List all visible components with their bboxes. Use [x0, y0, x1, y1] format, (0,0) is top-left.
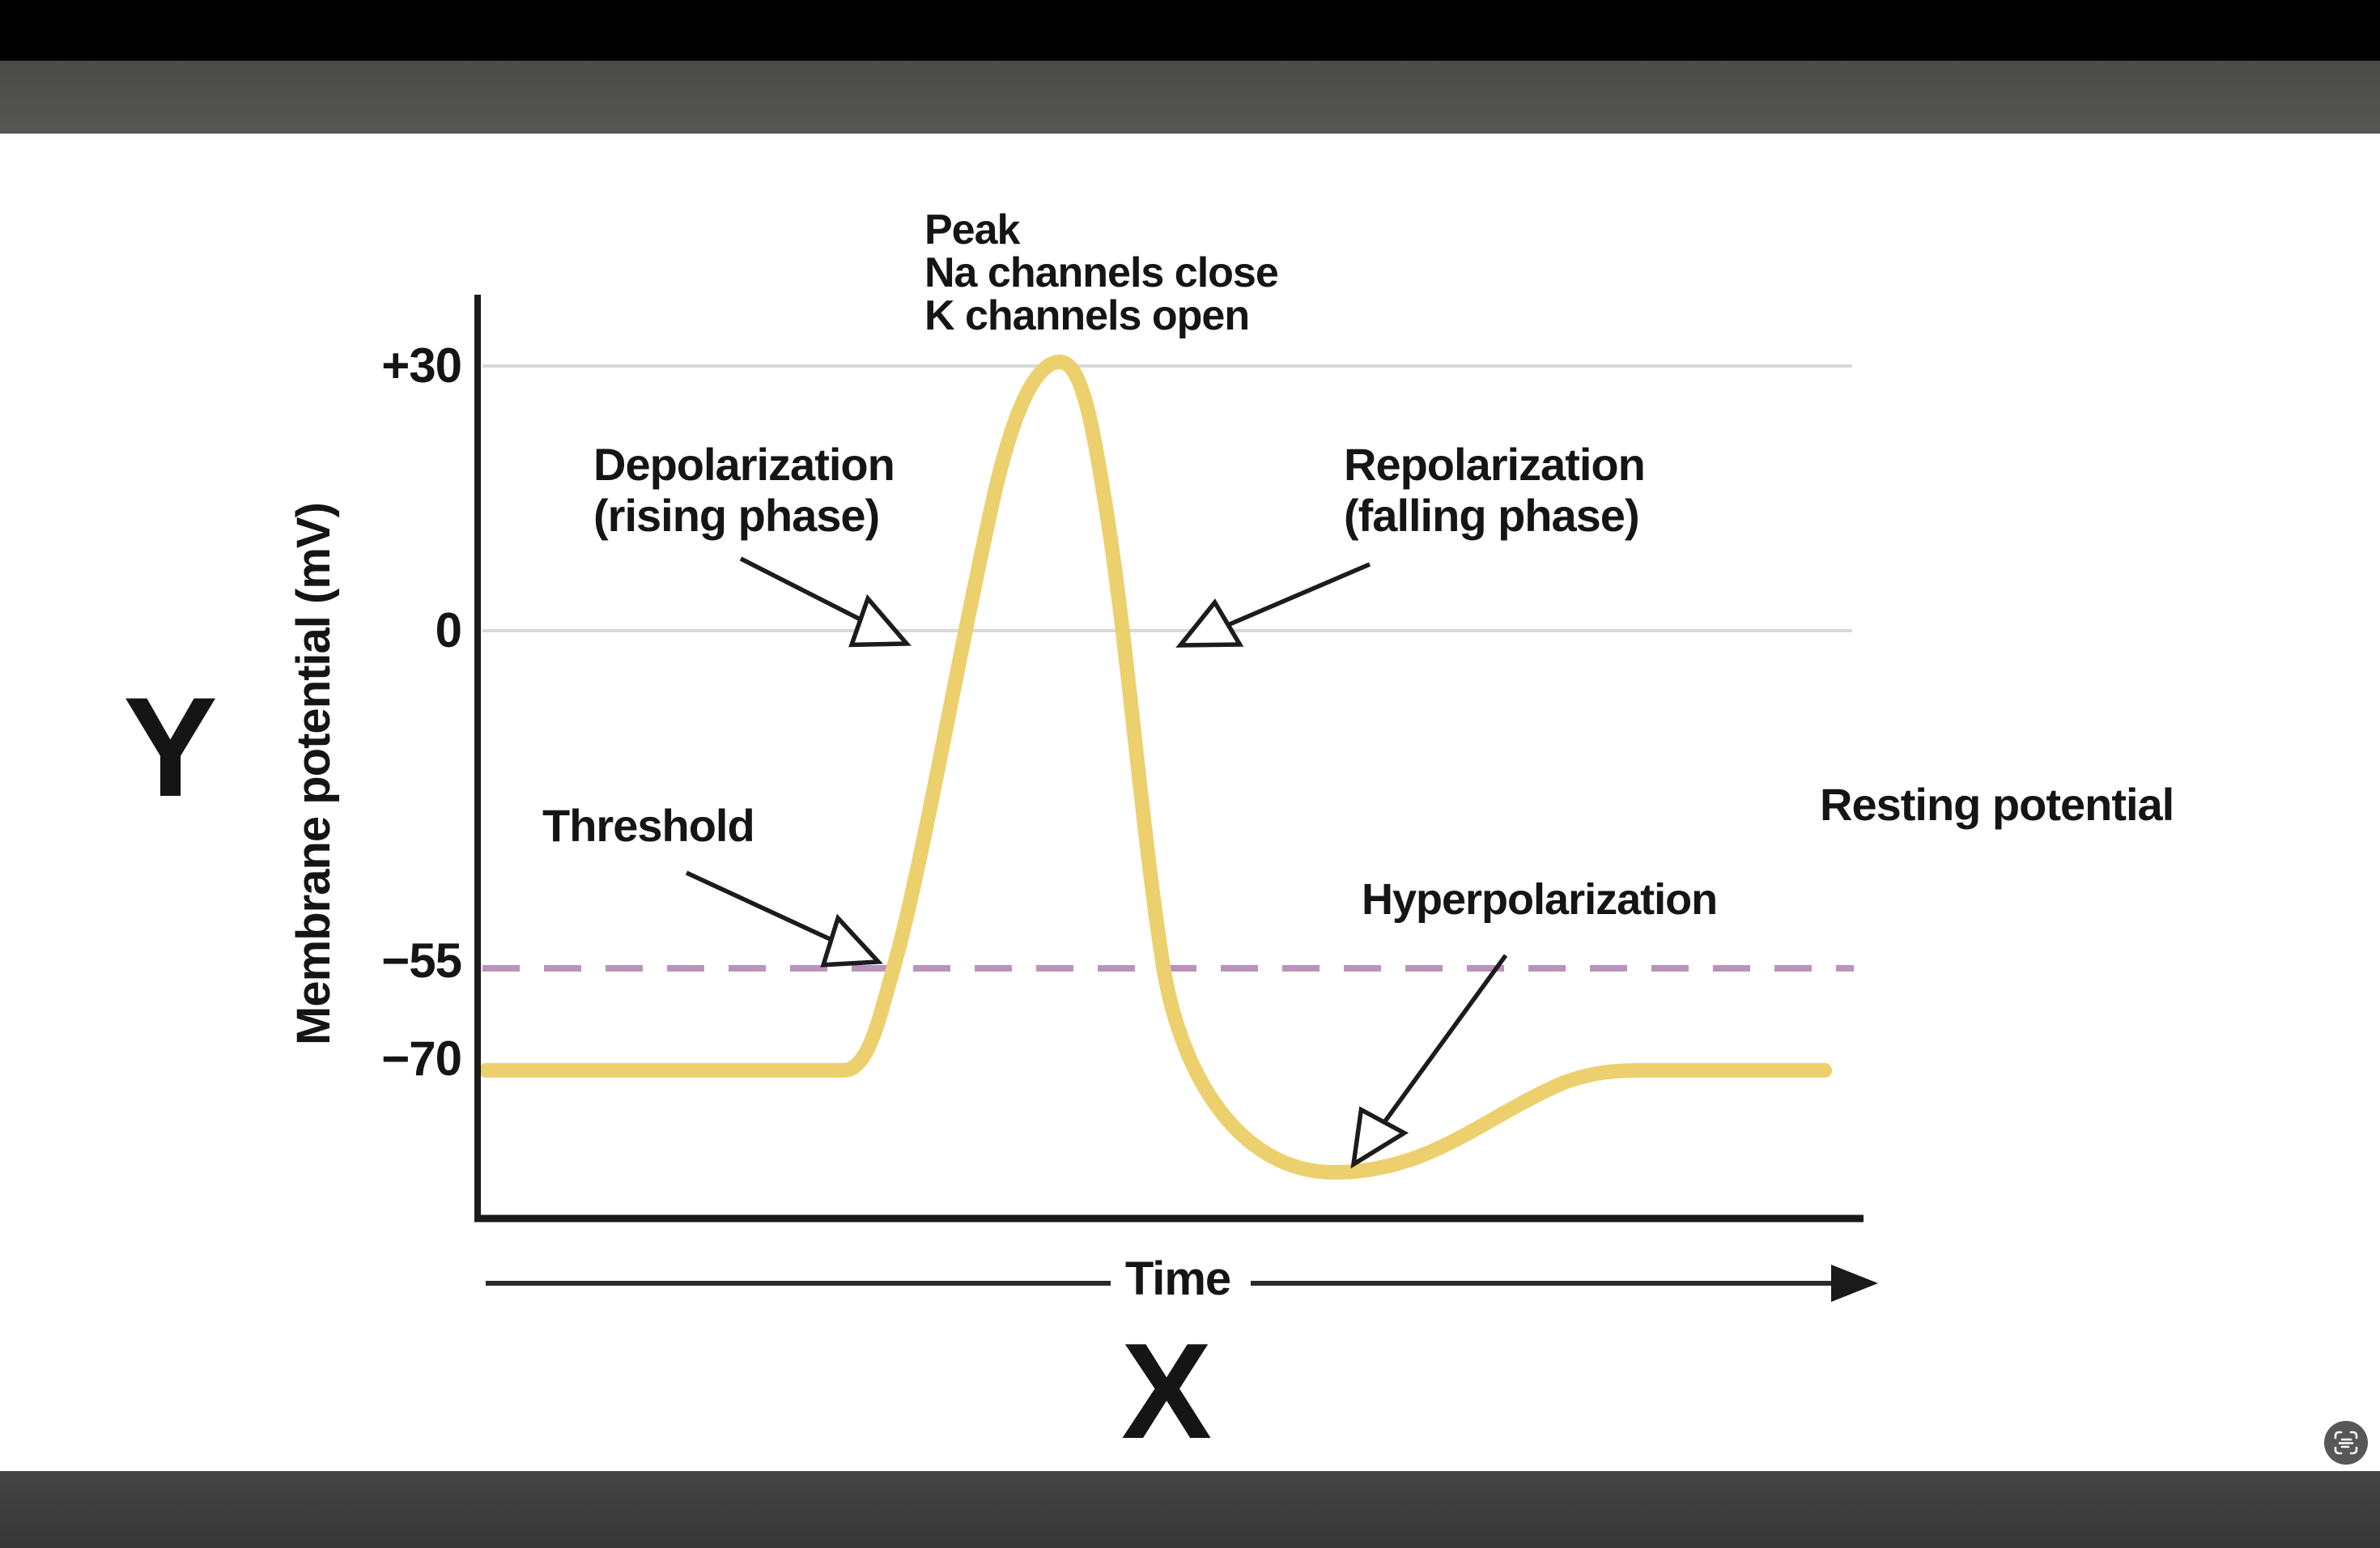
y-axis-title: Membrane potential (mV)	[287, 503, 340, 1045]
depolarization-line1: Depolarization	[593, 439, 895, 490]
scan-text-button[interactable]	[2324, 1421, 2368, 1465]
x-axis-title: Time	[1124, 1252, 1231, 1305]
time-arrow	[486, 1265, 1878, 1302]
peak-annotation-line1: Peak	[924, 206, 1020, 253]
peak-annotation-line3: K channels open	[924, 292, 1250, 339]
x-axis-letter: X	[1120, 1314, 1212, 1467]
repolarization-line2: (falling phase)	[1344, 490, 1640, 541]
membrane-potential-curve	[478, 355, 1832, 1180]
resting-potential-annotation: Resting potential	[1820, 779, 2174, 830]
repolarization-arrow	[1175, 562, 1371, 648]
repolarization-line1: Repolarization	[1344, 439, 1646, 490]
letterbox-top-black-bar	[0, 0, 2380, 61]
letterbox-top-gray-bar	[0, 61, 2380, 134]
peak-annotation: Peak Na channels close K channels open	[924, 206, 1279, 339]
scan-text-icon	[2332, 1429, 2360, 1457]
depolarization-arrow	[739, 556, 912, 648]
depolarization-annotation: Depolarization (rising phase)	[593, 439, 895, 541]
ytick-minus55: −55	[381, 933, 462, 988]
time-arrowhead	[1831, 1265, 1878, 1302]
y-axis-letter: Y	[123, 668, 218, 827]
ytick-plus30: +30	[381, 338, 462, 393]
ytick-minus70: −70	[381, 1031, 462, 1086]
peak-annotation-line2: Na channels close	[924, 249, 1279, 296]
depolarization-line2: (rising phase)	[593, 490, 880, 541]
ytick-zero: 0	[435, 603, 462, 657]
repolarization-annotation: Repolarization (falling phase)	[1344, 439, 1646, 541]
threshold-arrow	[685, 870, 883, 968]
hyperpolarization-annotation: Hyperpolarization	[1362, 875, 1718, 924]
hyperpolarization-arrow	[1350, 954, 1508, 1169]
letterbox-bottom-gray-bar	[0, 1471, 2380, 1548]
threshold-annotation: Threshold	[542, 800, 755, 851]
